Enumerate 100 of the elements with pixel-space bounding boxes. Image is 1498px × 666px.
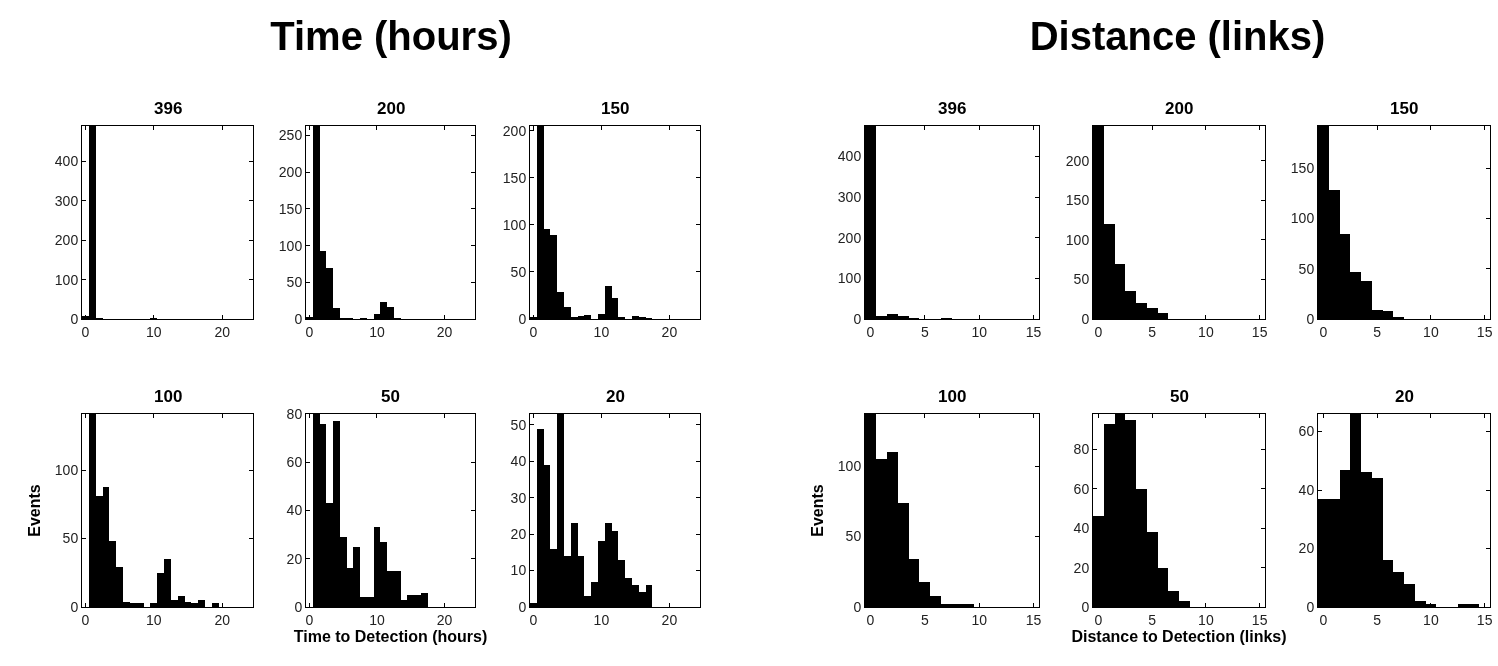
y-tick-label: 300 — [837, 189, 862, 206]
x-axis-title: Time to Detection (hours) — [293, 628, 488, 646]
x-tick-label: 10 — [1198, 323, 1214, 340]
y-tick-label: 100 — [54, 462, 79, 479]
x-tick-label: 0 — [305, 611, 314, 628]
y-tick-label: 150 — [1065, 192, 1090, 209]
x-tick-label: 15 — [1476, 611, 1493, 628]
chart-title: 150 — [601, 99, 630, 118]
y-tick-label: 20 — [1073, 559, 1090, 576]
chart-title: 396 — [938, 99, 967, 118]
y-tick-label: 10 — [510, 562, 527, 579]
y-tick-label: 0 — [70, 598, 79, 615]
y-tick-label: 0 — [518, 310, 527, 327]
x-tick-label: 10 — [146, 611, 162, 628]
x-tick-label: 20 — [214, 323, 231, 340]
y-axis-title: Events — [25, 484, 43, 537]
x-tick-label: 0 — [81, 323, 90, 340]
y-tick-label: 100 — [837, 270, 862, 287]
y-tick-label: 30 — [510, 489, 527, 506]
x-tick-label: 5 — [1373, 611, 1382, 628]
x-tick-label: 5 — [920, 611, 929, 628]
y-tick-label: 50 — [510, 416, 527, 433]
x-tick-label: 0 — [305, 323, 314, 340]
chart-title: 100 — [938, 387, 967, 406]
y-tick-label: 100 — [837, 458, 862, 475]
chart-title: 150 — [1390, 99, 1419, 118]
x-tick-label: 20 — [661, 323, 678, 340]
y-tick-label: 100 — [278, 237, 303, 254]
x-tick-label: 0 — [529, 611, 538, 628]
y-tick-label: 100 — [1065, 231, 1090, 248]
x-tick-label: 15 — [1476, 323, 1493, 340]
text: Time (hours) — [270, 14, 512, 59]
x-tick-label: 20 — [436, 323, 453, 340]
chart-title: 200 — [377, 99, 406, 118]
x-tick-label: 5 — [1148, 611, 1157, 628]
y-tick-label: 50 — [62, 530, 79, 547]
chart-title: 20 — [606, 387, 625, 406]
y-tick-label: 200 — [837, 229, 862, 246]
y-tick-label: 20 — [286, 550, 303, 567]
x-tick-label: 0 — [1094, 611, 1103, 628]
y-tick-label: 40 — [1073, 520, 1090, 537]
chart-title: 50 — [1170, 387, 1189, 406]
y-tick-label: 80 — [286, 405, 303, 422]
x-tick-label: 15 — [1025, 323, 1042, 340]
x-axis-title: Distance to Detection (links) — [1071, 628, 1287, 646]
y-tick-label: 0 — [294, 310, 303, 327]
x-tick-label: 15 — [1251, 611, 1268, 628]
y-tick-label: 400 — [837, 148, 862, 165]
y-tick-label: 150 — [1290, 160, 1315, 177]
x-tick-label: 0 — [866, 323, 875, 340]
y-tick-label: 50 — [1298, 260, 1315, 277]
y-tick-label: 40 — [286, 502, 303, 519]
y-tick-label: 80 — [1073, 441, 1090, 458]
x-tick-label: 20 — [436, 611, 453, 628]
y-tick-label: 200 — [54, 232, 79, 249]
x-tick-label: 10 — [971, 611, 988, 628]
y-tick-label: 50 — [1073, 271, 1090, 288]
y-tick-label: 200 — [278, 164, 303, 181]
chart-title: 100 — [154, 387, 183, 406]
y-tick-label: 0 — [294, 598, 303, 615]
x-tick-label: 10 — [971, 323, 988, 340]
x-tick-label: 10 — [1423, 323, 1439, 340]
y-tick-label: 0 — [1306, 598, 1315, 615]
y-tick-label: 20 — [510, 526, 527, 543]
x-tick-label: 10 — [1198, 611, 1214, 628]
chart-title: 20 — [1395, 387, 1414, 406]
y-tick-label: 100 — [502, 216, 527, 233]
y-tick-label: 250 — [278, 127, 303, 144]
y-tick-label: 100 — [1290, 210, 1315, 227]
y-tick-label: 60 — [286, 454, 303, 471]
y-tick-label: 20 — [1298, 540, 1315, 557]
y-tick-label: 200 — [502, 122, 527, 139]
y-tick-label: 0 — [1306, 310, 1315, 327]
x-tick-label: 20 — [661, 611, 678, 628]
x-tick-label: 0 — [866, 611, 875, 628]
y-tick-label: 50 — [510, 263, 527, 280]
y-tick-label: 50 — [845, 528, 862, 545]
x-tick-label: 0 — [81, 611, 90, 628]
x-tick-label: 10 — [369, 323, 385, 340]
y-tick-label: 150 — [278, 200, 303, 217]
y-tick-label: 0 — [853, 598, 862, 615]
x-tick-label: 10 — [593, 323, 610, 340]
y-tick-label: 60 — [1073, 480, 1090, 497]
y-tick-label: 0 — [518, 598, 527, 615]
x-tick-label: 5 — [1373, 323, 1382, 340]
y-tick-label: 150 — [502, 169, 527, 186]
x-tick-label: 0 — [1319, 323, 1328, 340]
y-tick-label: 40 — [510, 453, 527, 470]
y-tick-label: 200 — [1065, 152, 1090, 169]
chart-title: 396 — [154, 99, 183, 118]
x-tick-label: 10 — [369, 611, 385, 628]
y-tick-label: 300 — [54, 192, 79, 209]
text: Distance (links) — [1029, 14, 1326, 59]
x-tick-label: 15 — [1251, 323, 1268, 340]
y-tick-label: 0 — [1081, 310, 1090, 327]
y-tick-label: 0 — [853, 310, 862, 327]
y-tick-label: 40 — [1298, 481, 1315, 498]
x-tick-label: 10 — [146, 323, 162, 340]
x-tick-label: 10 — [593, 611, 610, 628]
x-tick-label: 0 — [529, 323, 538, 340]
